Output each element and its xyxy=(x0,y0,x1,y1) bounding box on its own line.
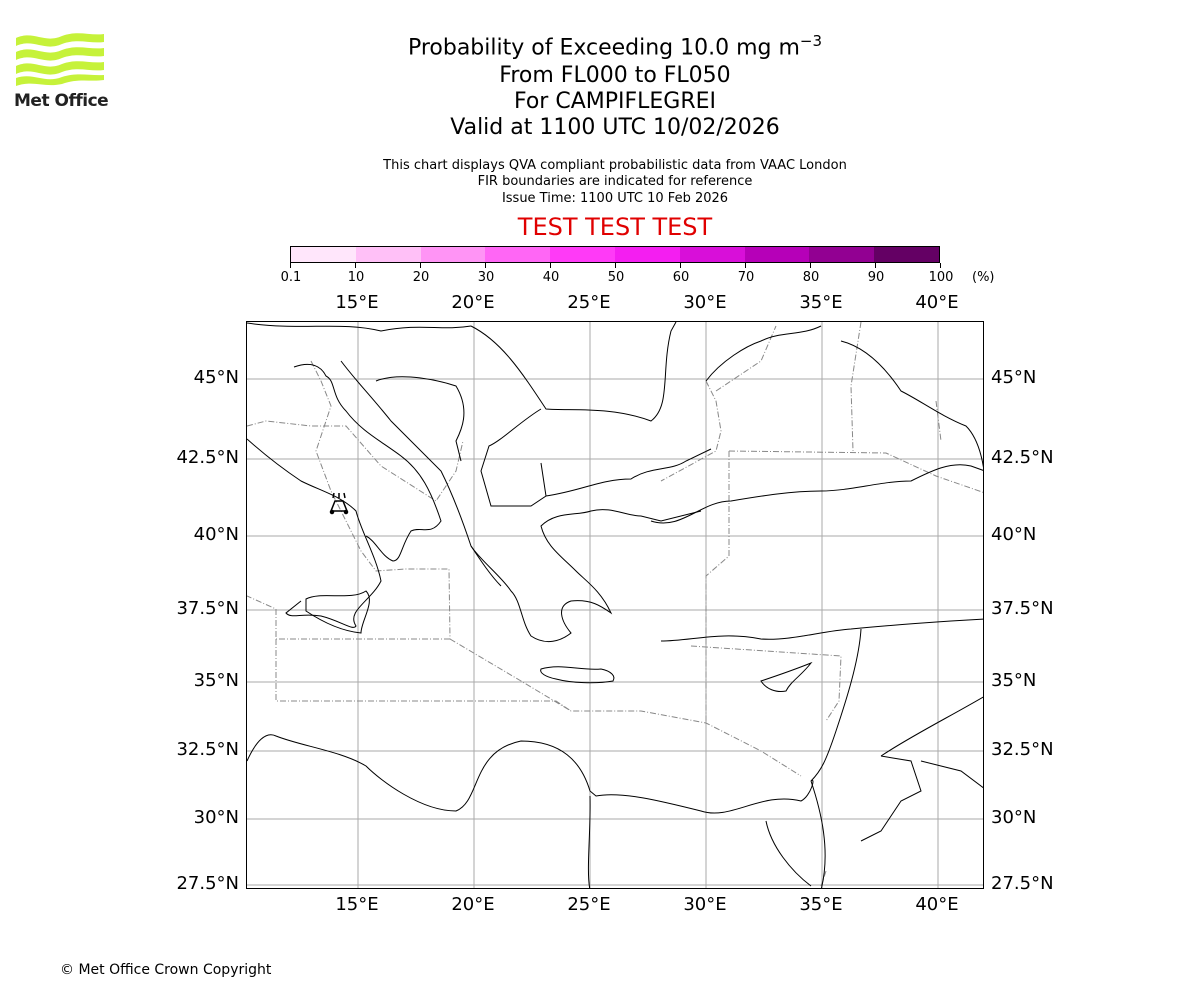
colorbar xyxy=(290,246,940,263)
subtitle-description: This chart displays QVA compliant probab… xyxy=(383,158,847,173)
longitude-label-bottom: 35°E xyxy=(799,894,843,915)
latitude-label-right: 27.5°N xyxy=(991,873,1054,894)
colorbar-tick xyxy=(680,263,681,268)
longitude-label-top: 25°E xyxy=(567,292,611,313)
colorbar-segment xyxy=(550,247,615,262)
colorbar-tick-label: 20 xyxy=(412,270,430,285)
longitude-label-bottom: 15°E xyxy=(335,894,379,915)
met-office-logo-text: Met Office xyxy=(14,91,109,111)
subtitle-fir-note: FIR boundaries are indicated for referen… xyxy=(477,174,753,189)
copyright: © Met Office Crown Copyright xyxy=(60,962,272,978)
latitude-label-left: 30°N xyxy=(193,807,239,828)
colorbar-unit: (%) xyxy=(972,270,995,285)
longitude-label-bottom: 25°E xyxy=(567,894,611,915)
latitude-label-right: 42.5°N xyxy=(991,447,1054,468)
longitude-label-top: 30°E xyxy=(683,292,727,313)
test-banner: TEST TEST TEST xyxy=(517,213,713,241)
latitude-label-left: 42.5°N xyxy=(176,447,239,468)
colorbar-tick xyxy=(550,263,551,268)
latitude-label-right: 40°N xyxy=(991,524,1037,545)
colorbar-segment xyxy=(809,247,875,262)
title-valid-time: Valid at 1100 UTC 10/02/2026 xyxy=(450,115,780,140)
colorbar-segment xyxy=(744,247,810,262)
colorbar-segment xyxy=(679,247,745,262)
colorbar-tick-label: 100 xyxy=(928,270,954,285)
title-superscript: −3 xyxy=(799,32,823,50)
colorbar-tick-label: 10 xyxy=(347,270,365,285)
colorbar-segment xyxy=(291,247,356,262)
colorbar-segment xyxy=(420,247,486,262)
latitude-label-right: 32.5°N xyxy=(991,739,1054,760)
longitude-label-top: 15°E xyxy=(335,292,379,313)
title-flight-levels: From FL000 to FL050 xyxy=(499,63,731,88)
coastlines xyxy=(247,322,983,888)
colorbar-tick-label: 30 xyxy=(477,270,495,285)
longitude-label-bottom: 20°E xyxy=(451,894,495,915)
subtitle-issue-time: Issue Time: 1100 UTC 10 Feb 2026 xyxy=(501,191,729,206)
colorbar-tick-label: 60 xyxy=(672,270,690,285)
colorbar-segment xyxy=(874,247,939,262)
latitude-label-left: 37.5°N xyxy=(176,598,239,619)
colorbar-segment xyxy=(355,247,421,262)
latitude-label-right: 35°N xyxy=(991,670,1037,691)
longitude-label-bottom: 40°E xyxy=(915,894,959,915)
latitude-label-right: 30°N xyxy=(991,807,1037,828)
latitude-label-right: 45°N xyxy=(991,367,1037,388)
colorbar-tick-label: 50 xyxy=(607,270,625,285)
colorbar-tick-label: 90 xyxy=(867,270,885,285)
colorbar-segment xyxy=(485,247,551,262)
colorbar-tick-label: 0.1 xyxy=(280,270,302,285)
colorbar-tick-label: 70 xyxy=(737,270,755,285)
colorbar-tick xyxy=(290,263,291,268)
latitude-label-left: 40°N xyxy=(193,524,239,545)
colorbar-tick xyxy=(420,263,421,268)
longitude-label-top: 35°E xyxy=(799,292,843,313)
colorbar-tick-label: 40 xyxy=(542,270,560,285)
latitude-label-left: 27.5°N xyxy=(176,873,239,894)
met-office-logo xyxy=(14,30,106,90)
latitude-label-left: 32.5°N xyxy=(176,739,239,760)
map-canvas xyxy=(247,322,983,888)
colorbar-tick xyxy=(485,263,486,268)
volcano-icon[interactable] xyxy=(329,492,349,515)
longitude-label-top: 40°E xyxy=(915,292,959,313)
colorbar-tick xyxy=(745,263,746,268)
title-line-1: Probability of Exceeding 10.0 mg m xyxy=(407,35,800,61)
colorbar-tick-label: 80 xyxy=(802,270,820,285)
latitude-label-left: 35°N xyxy=(193,670,239,691)
colorbar-tick xyxy=(615,263,616,268)
longitude-label-top: 20°E xyxy=(451,292,495,313)
chart-title: Probability of Exceeding 10.0 mg m−3 xyxy=(300,28,930,61)
colorbar-segment xyxy=(614,247,680,262)
map-panel[interactable] xyxy=(246,321,984,889)
longitude-label-bottom: 30°E xyxy=(683,894,727,915)
colorbar-tick xyxy=(875,263,876,268)
met-office-waves-icon xyxy=(16,33,104,86)
colorbar-tick xyxy=(355,263,356,268)
latitude-label-left: 45°N xyxy=(193,367,239,388)
title-volcano: For CAMPIFLEGREI xyxy=(513,89,717,114)
colorbar-tick xyxy=(940,263,941,268)
colorbar-tick xyxy=(810,263,811,268)
latitude-label-right: 37.5°N xyxy=(991,598,1054,619)
graticule xyxy=(247,322,983,888)
